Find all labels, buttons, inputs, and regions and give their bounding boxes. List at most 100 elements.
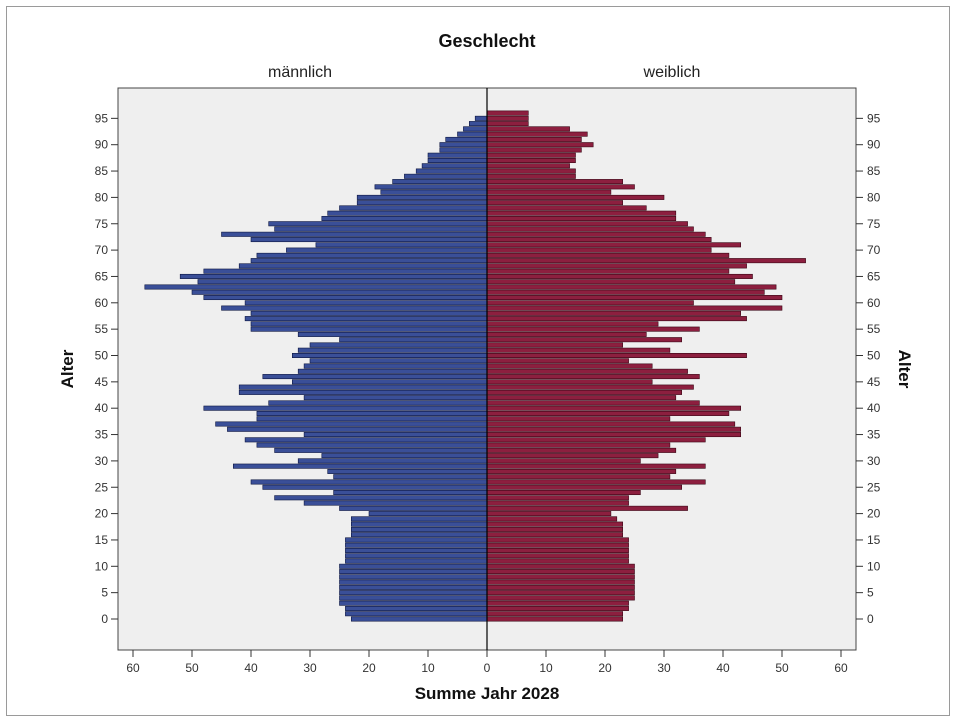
bar-female-age-78 (486, 205, 647, 211)
panel-label-male: männlich (268, 64, 332, 81)
bar-female-age-43 (486, 389, 682, 395)
bar-female-age-41 (486, 400, 700, 406)
bar-female-age-0 (486, 616, 623, 622)
x-tick-label-12: 60 (834, 661, 848, 675)
bar-male-age-54 (297, 331, 488, 337)
bar-male-age-14 (345, 542, 488, 548)
bar-male-age-20 (368, 511, 488, 517)
bar-female-age-39 (486, 410, 730, 416)
bar-male-age-4 (339, 595, 488, 601)
bar-male-age-50 (291, 352, 488, 358)
bar-female-age-37 (486, 421, 736, 427)
bar-female-age-21 (486, 505, 688, 511)
bar-female-age-17 (486, 526, 623, 532)
bar-male-age-55 (250, 326, 488, 332)
bar-male-age-18 (350, 521, 488, 527)
bar-female-age-94 (486, 121, 529, 127)
y-tick-label-left-35: 35 (95, 428, 109, 442)
bar-male-age-43 (238, 389, 488, 395)
x-tick-label-0: 60 (126, 661, 140, 675)
y-axis-right: 0 5 10 15 20 25 30 35 40 45 50 55 60 65 70 75 80 85 90 95 (856, 111, 881, 626)
bar-female-age-29 (486, 463, 706, 469)
bar-male-age-72 (250, 237, 488, 243)
bar-male-age-17 (350, 526, 488, 532)
x-tick-label-8: 20 (598, 661, 612, 675)
bar-male-age-22 (303, 500, 488, 506)
bar-male-age-31 (321, 453, 488, 459)
bar-male-age-80 (356, 194, 488, 200)
bar-female-age-45 (486, 379, 653, 385)
y-axis-label-left: Alter (58, 349, 77, 388)
y-tick-label-left-85: 85 (95, 164, 109, 178)
bar-male-age-44 (238, 384, 488, 390)
bar-female-age-71 (486, 242, 741, 248)
bar-male-age-68 (250, 258, 488, 264)
bar-female-age-84 (486, 173, 576, 179)
bar-female-age-5 (486, 590, 635, 596)
female-bars (486, 110, 806, 622)
bar-male-age-16 (350, 532, 488, 538)
bar-female-age-89 (486, 147, 582, 153)
bar-female-age-25 (486, 484, 682, 490)
bar-male-age-26 (250, 479, 488, 485)
bar-female-age-86 (486, 163, 570, 169)
bar-male-age-91 (445, 136, 488, 142)
y-tick-label-left-95: 95 (95, 111, 109, 125)
bar-female-age-57 (486, 316, 747, 322)
bar-male-age-3 (339, 600, 488, 606)
bar-male-age-85 (415, 168, 488, 174)
bar-male-age-88 (427, 152, 488, 158)
chart-title: Geschlecht (438, 31, 535, 51)
bar-female-age-34 (486, 437, 706, 443)
y-tick-label-left-90: 90 (95, 138, 109, 152)
y-tick-label-right-50: 50 (867, 349, 881, 363)
bar-female-age-85 (486, 168, 576, 174)
bar-female-age-24 (486, 490, 641, 496)
y-tick-label-right-45: 45 (867, 375, 881, 389)
bar-female-age-52 (486, 342, 623, 348)
bar-male-age-34 (244, 437, 488, 443)
y-tick-label-right-55: 55 (867, 322, 881, 336)
bar-female-age-20 (486, 511, 612, 517)
bar-female-age-93 (486, 126, 570, 132)
bar-female-age-47 (486, 368, 688, 374)
bar-female-age-55 (486, 326, 700, 332)
y-tick-label-left-80: 80 (95, 190, 109, 204)
bar-female-age-10 (486, 563, 635, 569)
bar-male-age-13 (345, 547, 488, 553)
bar-female-age-2 (486, 605, 629, 611)
bar-male-age-51 (297, 347, 488, 353)
x-tick-label-6: 0 (484, 661, 491, 675)
bar-female-age-56 (486, 321, 659, 327)
bar-female-age-3 (486, 600, 629, 606)
bar-female-age-77 (486, 210, 677, 216)
x-tick-label-9: 30 (657, 661, 671, 675)
bar-female-age-23 (486, 495, 629, 501)
bar-male-age-25 (262, 484, 488, 490)
bar-male-age-10 (339, 563, 488, 569)
bar-female-age-11 (486, 558, 629, 564)
y-tick-label-right-5: 5 (867, 586, 874, 600)
bar-female-age-91 (486, 136, 582, 142)
bar-female-age-88 (486, 152, 576, 158)
bar-male-age-56 (250, 321, 488, 327)
bar-female-age-8 (486, 574, 635, 580)
bar-female-age-81 (486, 189, 612, 195)
bar-male-age-1 (345, 611, 488, 617)
bar-female-age-48 (486, 363, 653, 369)
bar-male-age-7 (339, 579, 488, 585)
bar-male-age-53 (339, 337, 488, 343)
bar-male-age-79 (356, 200, 488, 206)
y-tick-label-left-75: 75 (95, 217, 109, 231)
y-tick-label-right-95: 95 (867, 111, 881, 125)
bar-female-age-40 (486, 405, 741, 411)
bar-female-age-67 (486, 263, 747, 269)
bar-male-age-28 (327, 468, 488, 474)
bar-female-age-30 (486, 458, 641, 464)
bar-female-age-32 (486, 447, 677, 453)
x-tick-label-1: 50 (185, 661, 199, 675)
bar-male-age-30 (297, 458, 488, 464)
bar-male-age-6 (339, 584, 488, 590)
bar-female-age-35 (486, 432, 741, 438)
bar-male-age-9 (339, 569, 488, 575)
